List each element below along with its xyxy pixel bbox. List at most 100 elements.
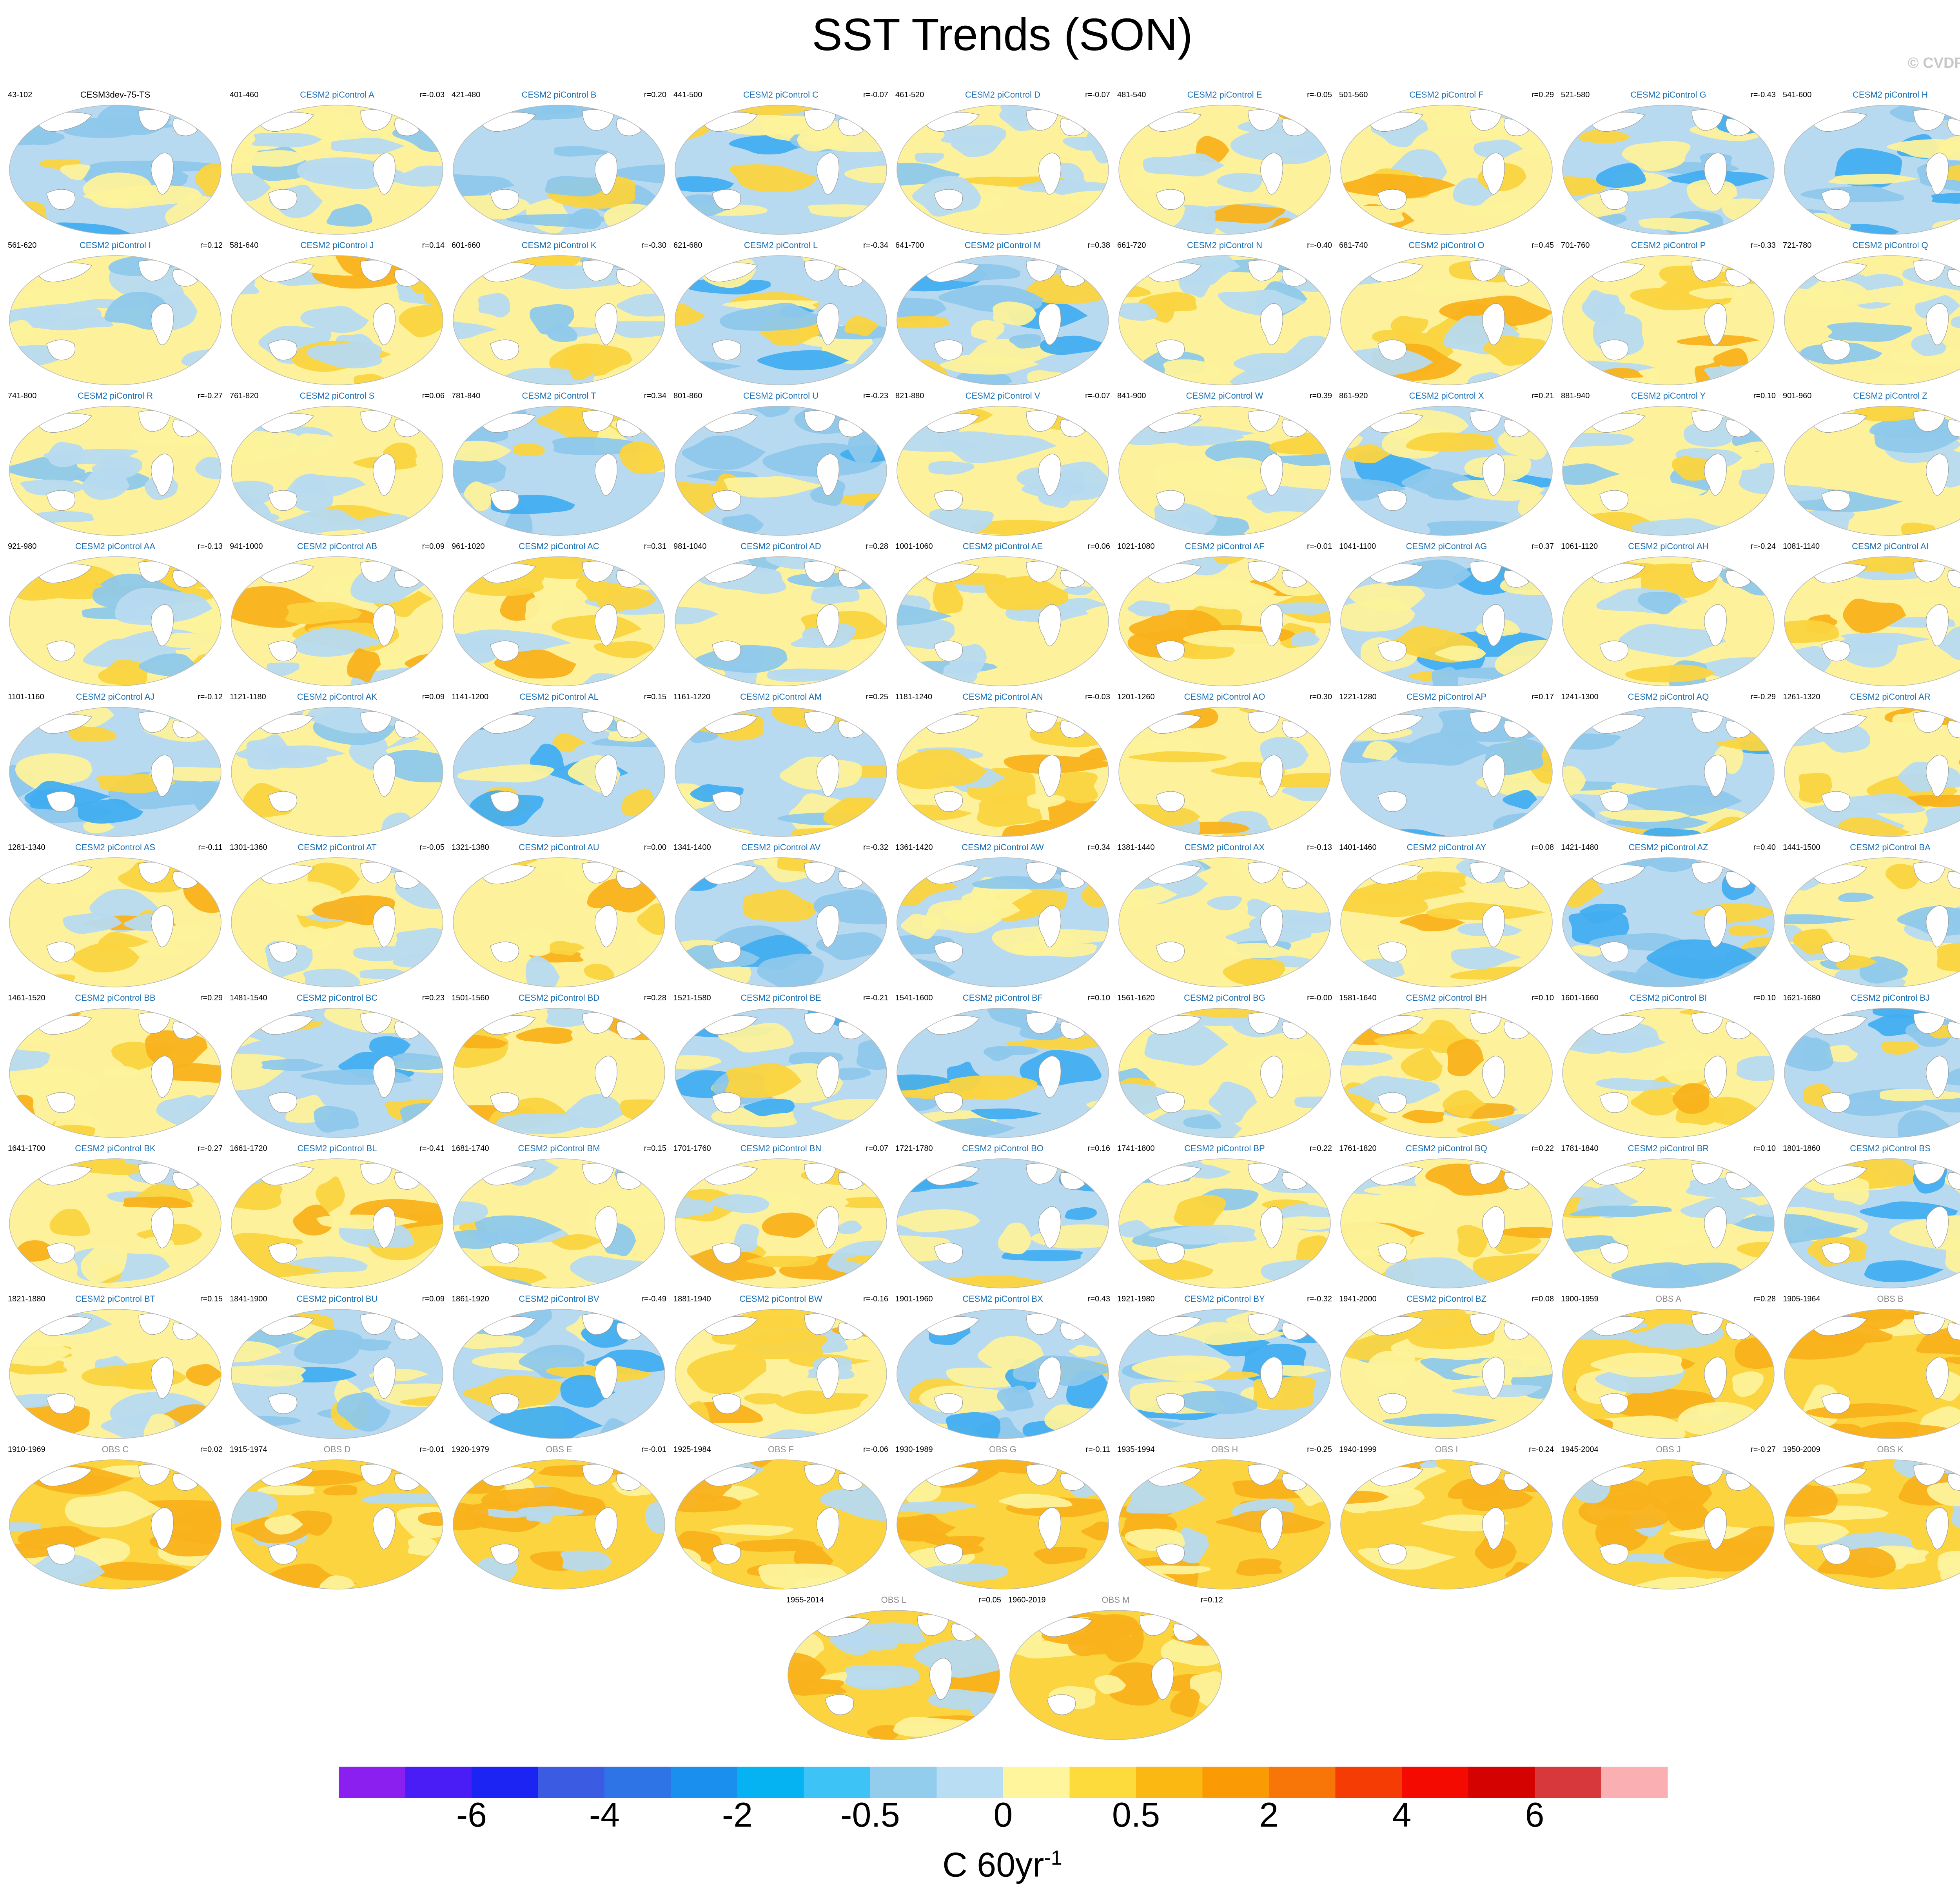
sst-trend-map (453, 105, 665, 235)
panel-period: 501-560 (1339, 91, 1368, 99)
land-mask (1038, 905, 1061, 947)
land-mask (46, 791, 76, 812)
panel-title: OBS F (768, 1444, 794, 1454)
trend-contour (897, 1209, 980, 1232)
trend-contour (267, 752, 328, 769)
panel-correlation: r=0.40 (1753, 843, 1776, 852)
panel-title: CESM2 piControl O (1408, 240, 1485, 250)
trend-contour (1119, 824, 1146, 836)
trend-contour (1426, 902, 1546, 920)
map-panel: CESM2 piControl BO 1721-1780 r=0.16 (893, 1144, 1112, 1293)
panel-title: CESM2 piControl AY (1406, 842, 1486, 852)
map-outline (453, 1158, 665, 1288)
panel-period: 1920-1979 (452, 1445, 489, 1454)
sst-trend-map (1340, 1309, 1553, 1439)
panel-title: CESM2 piControl F (1409, 90, 1484, 100)
panel-correlation: r=-0.01 (641, 1445, 666, 1454)
land-mask (268, 791, 298, 812)
panel-period: 461-520 (895, 91, 924, 99)
sst-trend-map (453, 406, 665, 536)
panel-period: 1960-2019 (1008, 1596, 1046, 1604)
land-mask (1047, 1694, 1076, 1715)
panel-period: 1301-1360 (230, 843, 267, 852)
trend-contour (1005, 1036, 1109, 1050)
panel-correlation: r=-0.23 (863, 392, 888, 400)
panel-correlation: r=0.09 (422, 693, 445, 701)
trend-contour (845, 1665, 920, 1690)
panel-period: 801-860 (673, 392, 702, 400)
map-outline (231, 857, 443, 987)
panel-period: 1910-1969 (8, 1445, 45, 1454)
map-outline (1562, 1459, 1775, 1589)
trend-contour (1175, 1391, 1258, 1414)
map-outline (897, 1459, 1109, 1589)
panel-correlation: r=-0.13 (198, 542, 223, 551)
map-outline (1562, 857, 1775, 987)
land-mask (1704, 905, 1727, 947)
panel-period: 1341-1400 (673, 843, 711, 852)
panel-period: 1221-1280 (1339, 693, 1377, 701)
panel-period: 1950-2009 (1783, 1445, 1820, 1454)
trend-contour (1214, 557, 1246, 564)
land-mask (268, 1544, 298, 1565)
panel-correlation: r=0.06 (1087, 542, 1110, 551)
panel-title: CESM2 piControl A (300, 90, 374, 100)
trend-contour (1786, 510, 1849, 535)
map-panel: OBS E 1920-1979 r=-0.01 (449, 1445, 669, 1594)
sst-trend-map (897, 1309, 1109, 1439)
trend-contour (83, 185, 203, 209)
trend-contour (1341, 1274, 1373, 1288)
trend-contour (1341, 717, 1370, 733)
trend-contour (293, 1205, 333, 1236)
trend-contour (933, 577, 963, 615)
trend-contour (856, 1037, 887, 1070)
land-mask (817, 1357, 839, 1399)
trend-contour (729, 164, 818, 192)
map-outline (1784, 707, 1960, 837)
land-mask (595, 1507, 617, 1549)
trend-contour (453, 1201, 488, 1226)
panel-correlation: r=0.29 (200, 994, 223, 1002)
map-panel: CESM2 piControl AC 961-1020 r=0.31 (449, 542, 669, 691)
land-mask (490, 189, 519, 210)
trend-contour (1619, 624, 1726, 657)
trend-contour (289, 433, 337, 455)
panel-period: 1681-1740 (452, 1144, 489, 1153)
trend-contour (1291, 707, 1330, 724)
panel-correlation: r=0.37 (1531, 542, 1554, 551)
trend-contour (1569, 1205, 1672, 1217)
panel-title: CESM2 piControl BU (296, 1294, 378, 1304)
panel-period: 1141-1200 (452, 693, 489, 701)
trend-contour (1126, 1479, 1206, 1514)
colorbar-segment (1468, 1767, 1535, 1798)
trend-contour (860, 642, 887, 653)
trend-contour (609, 164, 665, 183)
land-mask (1260, 303, 1283, 345)
trend-contour (1341, 891, 1428, 917)
map-outline (1562, 1309, 1775, 1439)
panel-period: 1701-1760 (673, 1144, 711, 1153)
panel-title: CESM2 piControl BL (297, 1143, 377, 1153)
trend-contour (19, 825, 50, 836)
trend-contour (675, 105, 737, 115)
colorbar-segment (737, 1767, 804, 1798)
trend-contour (1563, 1417, 1613, 1435)
trend-contour (1396, 731, 1496, 766)
sst-trend-map (1340, 857, 1553, 987)
map-outline (231, 1158, 443, 1288)
panel-period: 481-540 (1117, 91, 1146, 99)
sst-trend-map (897, 1158, 1109, 1288)
trend-contour (186, 1364, 221, 1386)
trend-contour (9, 1094, 35, 1121)
trend-contour (9, 1522, 42, 1532)
map-panel: CESM2 piControl C 441-500 r=-0.07 (671, 90, 891, 239)
trend-contour (231, 1365, 306, 1387)
trend-contour (733, 1224, 759, 1252)
map-panel: CESM2 piControl BI 1601-1660 r=0.10 (1559, 993, 1778, 1142)
trend-contour (513, 443, 546, 456)
trend-contour (1630, 1087, 1687, 1116)
trend-contour (675, 1493, 742, 1513)
trend-contour (1569, 1245, 1691, 1264)
trend-contour (1402, 280, 1483, 296)
